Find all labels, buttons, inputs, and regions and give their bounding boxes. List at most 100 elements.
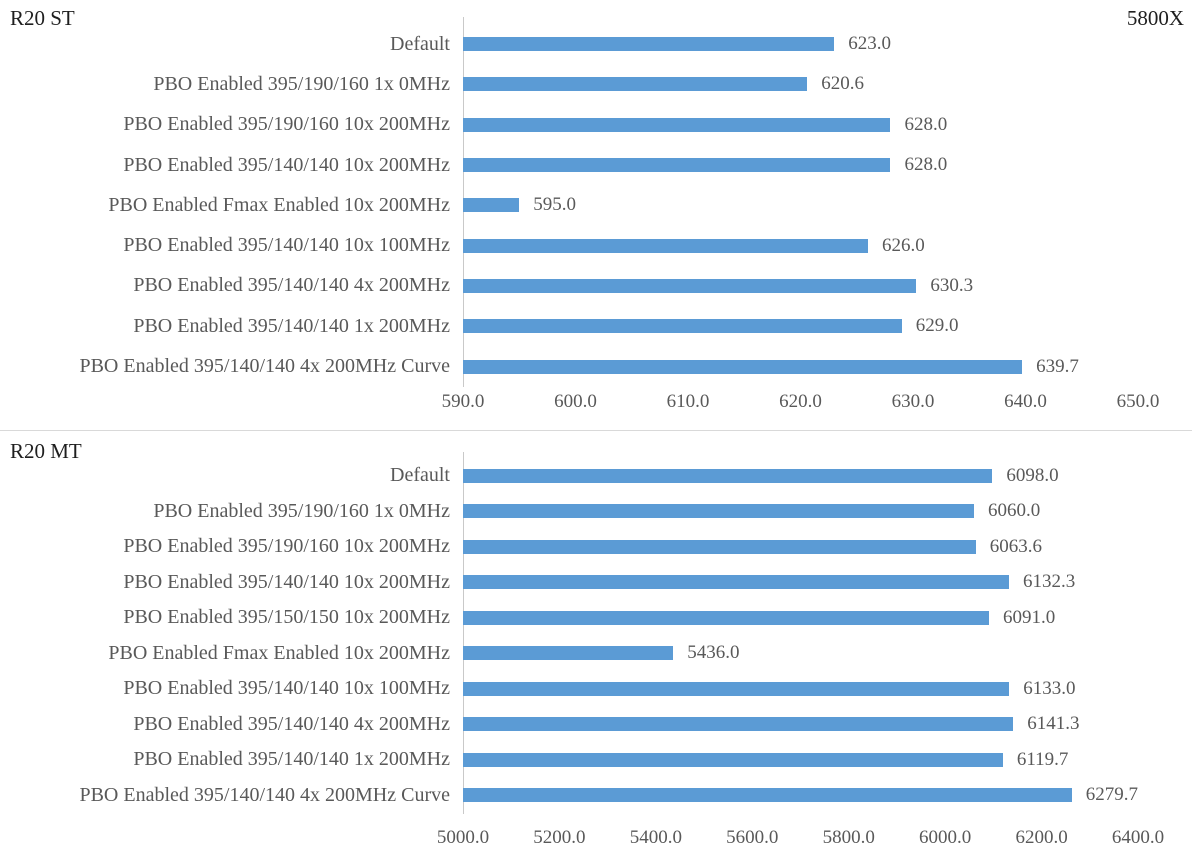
bar-row: PBO Enabled 395/190/160 10x 200MHz 628.0 [0,105,1138,145]
bar-track: 6063.6 [463,529,1138,565]
bar-row: PBO Enabled 395/140/140 4x 200MHz Curve 6… [0,778,1138,814]
bar-row: PBO Enabled 395/150/150 10x 200MHz 6091.0 [0,600,1138,636]
bar-track: 6279.7 [463,778,1138,814]
bar [463,468,993,483]
bar-track: 630.3 [463,266,1138,306]
category-label: PBO Enabled 395/140/140 4x 200MHz Curve [79,783,450,806]
bar-track: 5436.0 [463,636,1138,672]
cpu-model-label: 5800X [1126,6,1184,30]
bar-row: PBO Enabled 395/140/140 10x 100MHz 626.0 [0,225,1138,265]
bar-row: PBO Enabled 395/140/140 10x 200MHz 6132.3 [0,565,1138,601]
bar [463,646,674,661]
x-axis-tick-labels: 5000.0 5200.0 5400.0 5600.0 5800.0 6000.0 6200… [437,827,1164,851]
bar [463,359,1023,374]
bar [463,539,976,554]
bar [463,37,835,52]
bar-track: 620.6 [463,64,1138,104]
category-label: PBO Enabled 395/190/160 1x 0MHz [153,499,450,522]
bar [463,752,1003,767]
category-label: Default [390,464,450,487]
bar-row: PBO Enabled 395/190/160 10x 200MHz 6063.6 [0,529,1138,565]
category-label: PBO Enabled 395/140/140 4x 200MHz [133,274,450,297]
bar-row: PBO Enabled 395/140/140 4x 200MHz 630.3 [0,266,1138,306]
bar-row: PBO Enabled 395/190/160 1x 0MHz 6060.0 [0,494,1138,530]
axis-tick-label: 5600.0 [726,827,779,848]
axis-tick-label: 6000.0 [919,827,972,848]
value-label: 6119.7 [1016,748,1069,770]
bar-row: Default 6098.0 [0,458,1138,494]
bar-track: 595.0 [463,185,1138,225]
category-label: PBO Enabled 395/140/140 10x 200MHz [123,153,450,176]
category-label: PBO Enabled Fmax Enabled 10x 200MHz [108,641,450,664]
category-label: Default [390,32,450,55]
axis-tick-label: 650.0 [1116,391,1160,412]
bar-track: 639.7 [463,346,1138,386]
bar [463,77,808,92]
axis-tick-label: 590.0 [441,391,485,412]
bar-track: 628.0 [463,105,1138,145]
axis-tick-label: 5000.0 [436,827,490,848]
category-label: PBO Enabled 395/190/160 10x 200MHz [123,535,450,558]
bar [463,238,868,253]
chart-title: R20 ST [10,6,75,30]
bar-rows: Default 6098.0 PBO Enabled 395/190/160 1x … [0,458,1138,813]
bar-track: 626.0 [463,225,1138,265]
bar-row: PBO Enabled 395/140/140 1x 200MHz 6119.7 [0,742,1138,778]
category-label: PBO Enabled 395/140/140 10x 100MHz [123,234,450,257]
bar [463,504,975,519]
value-label: 628.0 [904,113,948,135]
bar-row: PBO Enabled Fmax Enabled 10x 200MHz 5436.… [0,636,1138,672]
bar [463,278,917,293]
category-label: PBO Enabled 395/140/140 1x 200MHz [133,314,450,337]
axis-tick-label: 630.0 [891,391,935,412]
category-label: PBO Enabled 395/190/160 10x 200MHz [123,113,450,136]
bar-row: PBO Enabled 395/140/140 4x 200MHz 6141.3 [0,707,1138,743]
x-axis-tick-labels: 590.0 600.0 610.0 620.0 630.0 640.0 650.0 [442,391,1160,415]
value-label: 6141.3 [1027,713,1080,735]
value-label: 6098.0 [1006,464,1059,486]
category-label: PBO Enabled 395/140/140 4x 200MHz [133,712,450,735]
value-label: 623.0 [848,33,891,55]
value-label: 620.6 [821,73,864,95]
bar-rows: Default 623.0 PBO Enabled 395/190/160 1x 0… [0,24,1138,387]
value-label: 639.7 [1036,355,1079,377]
category-label: PBO Enabled 395/190/160 1x 0MHz [153,72,450,95]
bar [463,788,1072,803]
value-label: 629.0 [915,315,959,337]
value-label: 6132.3 [1022,571,1076,593]
bar [463,319,902,334]
axis-tick-label: 5200.0 [533,827,586,848]
category-label: PBO Enabled 395/140/140 4x 200MHz Curve [79,355,450,378]
chart-r20-st: R20 ST 5800X Default 623.0 PBO Enabled 395… [0,0,1192,430]
bar-row: PBO Enabled Fmax Enabled 10x 200MHz 595.0 [0,185,1138,225]
bar [463,198,520,213]
value-label: 595.0 [533,194,576,216]
bar [463,610,990,625]
bar-row: PBO Enabled 395/140/140 1x 200MHz 629.0 [0,306,1138,346]
bar [463,681,1010,696]
value-label: 6279.7 [1085,784,1138,806]
bar-track: 6133.0 [463,671,1138,707]
value-label: 6091.0 [1003,606,1056,628]
bar-track: 629.0 [463,306,1138,346]
value-label: 5436.0 [687,642,740,664]
bar-track: 6098.0 [463,458,1138,494]
bar-row: PBO Enabled 395/190/160 1x 0MHz 620.6 [0,64,1138,104]
bar [463,117,891,132]
chart-r20-mt: R20 MT Default 6098.0 PBO Enabled 395/190/… [0,431,1192,862]
bar-row: PBO Enabled 395/140/140 10x 100MHz 6133.0 [0,671,1138,707]
bar [463,158,891,173]
bar-track: 628.0 [463,145,1138,185]
value-label: 630.3 [930,274,974,296]
bar-row: PBO Enabled 395/140/140 10x 200MHz 628.0 [0,145,1138,185]
bar-track: 623.0 [463,24,1138,64]
category-label: PBO Enabled 395/140/140 1x 200MHz [133,748,450,771]
bar-track: 6091.0 [463,600,1138,636]
axis-tick-label: 620.0 [779,391,822,412]
value-label: 626.0 [882,234,925,256]
axis-tick-label: 600.0 [554,391,597,412]
bar-row: PBO Enabled 395/140/140 4x 200MHz Curve 6… [0,346,1138,386]
value-label: 6063.6 [989,535,1043,557]
category-label: PBO Enabled 395/150/150 10x 200MHz [123,606,450,629]
